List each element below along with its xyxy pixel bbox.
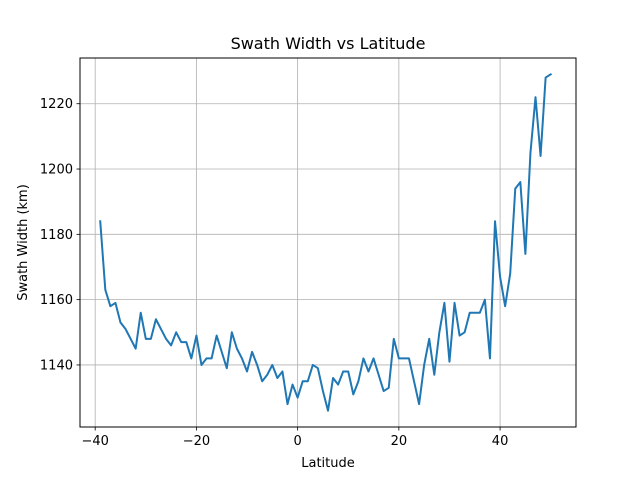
- y-tick-label: 1220: [40, 97, 73, 112]
- x-tick-label: −20: [183, 434, 210, 449]
- plot-frame: [79, 57, 577, 428]
- y-tick-label: 1180: [40, 228, 73, 243]
- x-tick-label: 40: [492, 434, 509, 449]
- x-tick-label: 20: [391, 434, 408, 449]
- series-layer: [99, 72, 553, 412]
- series-line: [99, 72, 553, 412]
- chart-title: Swath Width vs Latitude: [231, 34, 426, 53]
- x-tick-label: 0: [293, 434, 301, 449]
- y-axis-label: Swath Width (km): [16, 184, 31, 301]
- grid: [80, 58, 576, 427]
- y-tick-label: 1140: [40, 358, 73, 373]
- y-tick-label: 1160: [40, 293, 73, 308]
- x-axis-label: Latitude: [301, 456, 355, 471]
- x-tick-label: −40: [81, 434, 108, 449]
- axis-ticks: −40 −20 0 20 40 1140 1160 1180 1200 1220: [40, 97, 508, 449]
- y-tick-label: 1200: [40, 163, 73, 178]
